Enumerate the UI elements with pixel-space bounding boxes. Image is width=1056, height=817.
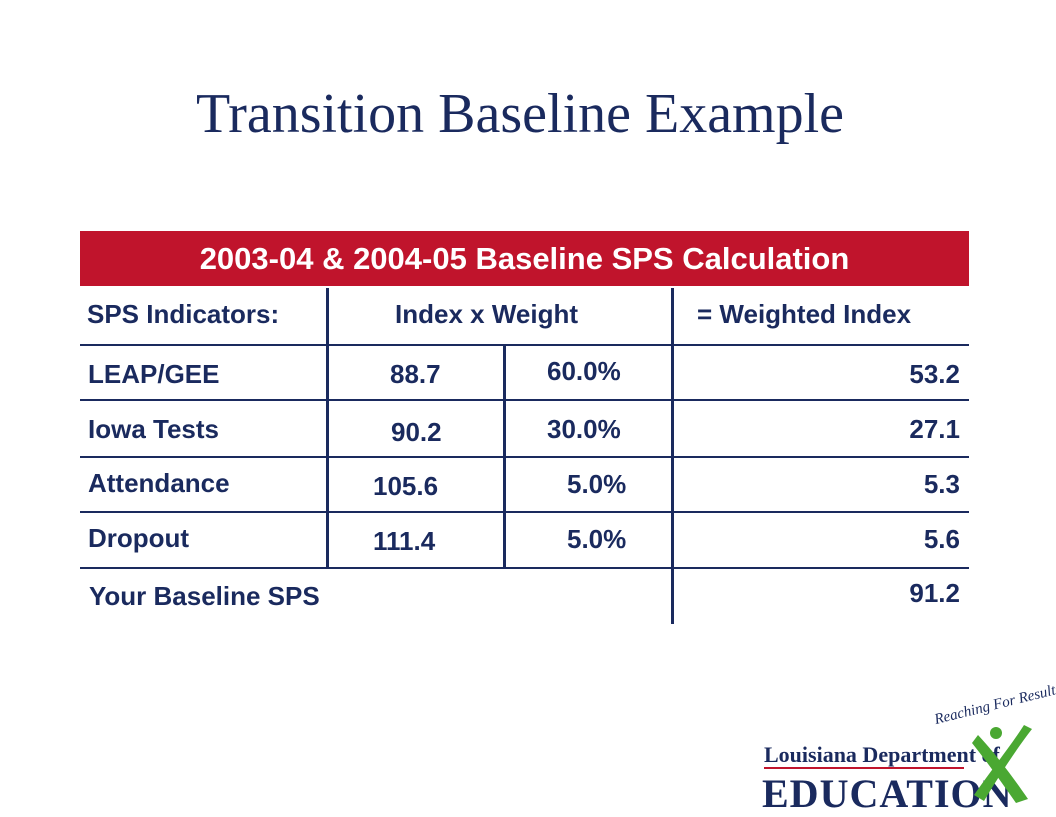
header-weighted-index: = Weighted Index — [697, 299, 912, 329]
row-index: 90.2 — [391, 417, 442, 447]
row-divider — [80, 511, 969, 513]
row-divider — [80, 567, 969, 569]
row-weighted: 5.3 — [923, 469, 960, 499]
logo-divider — [764, 767, 964, 769]
row-weighted: 5.6 — [923, 524, 960, 554]
row-index: 105.6 — [373, 471, 439, 501]
row-indicator: Attendance — [88, 468, 230, 498]
row-weight: 5.0% — [567, 524, 627, 554]
row-divider — [80, 344, 969, 346]
row-indicator: Iowa Tests — [88, 414, 220, 444]
page-title: Transition Baseline Example — [195, 83, 845, 145]
total-value: 91.2 — [909, 578, 960, 608]
row-index: 88.7 — [390, 359, 441, 389]
louisiana-doe-logo: Reaching For Results Louisiana Departmen… — [760, 681, 1056, 816]
row-index: 111.4 — [373, 526, 436, 556]
row-weighted: 27.1 — [909, 414, 960, 444]
column-divider — [326, 288, 329, 569]
logo-department: Louisiana Department of — [764, 742, 1000, 767]
row-weight: 5.0% — [567, 469, 627, 499]
row-indicator: Dropout — [88, 523, 190, 553]
row-weighted: 53.2 — [909, 359, 960, 389]
row-weight: 30.0% — [547, 414, 621, 444]
header-index-weight: Index x Weight — [395, 299, 578, 329]
x-logo-icon — [972, 725, 1032, 803]
total-label: Your Baseline SPS — [89, 581, 320, 611]
table-banner: 2003-04 & 2004-05 Baseline SPS Calculati… — [80, 231, 969, 286]
column-divider — [671, 288, 674, 624]
row-indicator: LEAP/GEE — [88, 359, 220, 389]
row-weight: 60.0% — [547, 356, 621, 386]
logo-tagline: Reaching For Results — [932, 681, 1056, 729]
header-indicators: SPS Indicators: — [87, 299, 280, 329]
row-divider — [80, 399, 969, 401]
column-divider — [503, 345, 506, 569]
row-divider — [80, 456, 969, 458]
logo-name: EDUCATION — [762, 771, 1013, 816]
